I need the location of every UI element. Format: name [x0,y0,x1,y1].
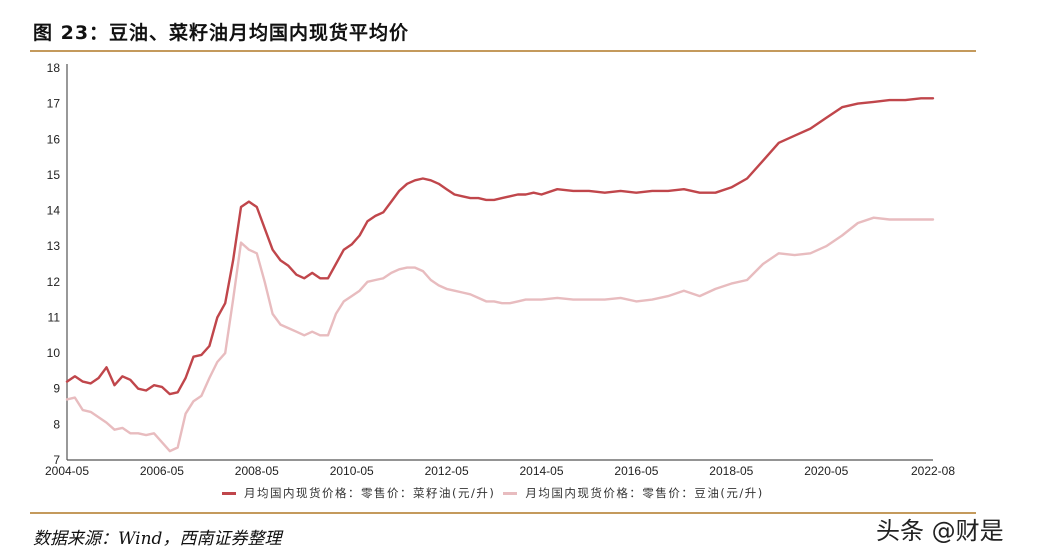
legend-item-rapeseed-oil: 月均国内现货价格：零售价：菜籽油(元/升) [222,485,495,501]
x-tick-label: 2014-05 [519,464,563,478]
y-tick-label: 13 [47,239,61,253]
y-tick-label: 16 [47,132,61,146]
y-tick-label: 9 [53,382,60,396]
y-axis: 7 8 9 10 11 12 13 14 15 16 17 18 [47,61,68,467]
x-tick-label: 2022-08 [911,464,955,478]
y-tick-label: 12 [47,275,61,289]
x-tick-label: 2016-05 [614,464,658,478]
y-tick-label: 10 [47,346,61,360]
chart-legend: 月均国内现货价格：零售价：菜籽油(元/升) 月均国内现货价格：零售价：豆油(元/… [222,485,764,501]
y-tick-label: 8 [53,417,60,431]
legend-swatch-soybean [503,491,518,495]
x-tick-label: 2008-05 [235,464,279,478]
y-tick-label: 7 [53,453,60,467]
legend-swatch-rapeseed [222,491,236,495]
legend-item-soybean-oil: 月均国内现货价格：零售价：豆油(元/升) [503,485,763,501]
y-tick-label: 11 [48,310,61,324]
legend-label-soybean: 月均国内现货价格：零售价：豆油(元/升) [525,486,764,500]
title-divider [30,50,976,52]
y-tick-label: 17 [47,97,61,111]
x-tick-label: 2010-05 [330,464,374,478]
source-divider [30,512,976,514]
x-tick-label: 2012-05 [425,464,469,478]
chart-title: 图 23：豆油、菜籽油月均国内现货平均价 [33,22,410,44]
plot-lines [65,97,935,453]
soybean-oil-line [65,216,935,453]
x-tick-label: 2004-05 [45,464,89,478]
data-source-note: 数据来源：Wind，西南证券整理 [33,529,282,549]
y-tick-label: 15 [47,168,61,182]
rapeseed-oil-line [65,97,935,396]
y-tick-label: 18 [47,61,61,75]
watermark: 头条 @财是 [876,517,1004,545]
x-tick-label: 2020-05 [804,464,848,478]
x-tick-label: 2006-05 [140,464,184,478]
x-axis: 2004-05 2006-05 2008-05 2010-05 2012-05 2014-… [45,459,955,478]
y-tick-label: 14 [47,204,61,218]
legend-label-rapeseed: 月均国内现货价格：零售价：菜籽油(元/升) [244,486,496,500]
x-tick-label: 2018-05 [709,464,753,478]
